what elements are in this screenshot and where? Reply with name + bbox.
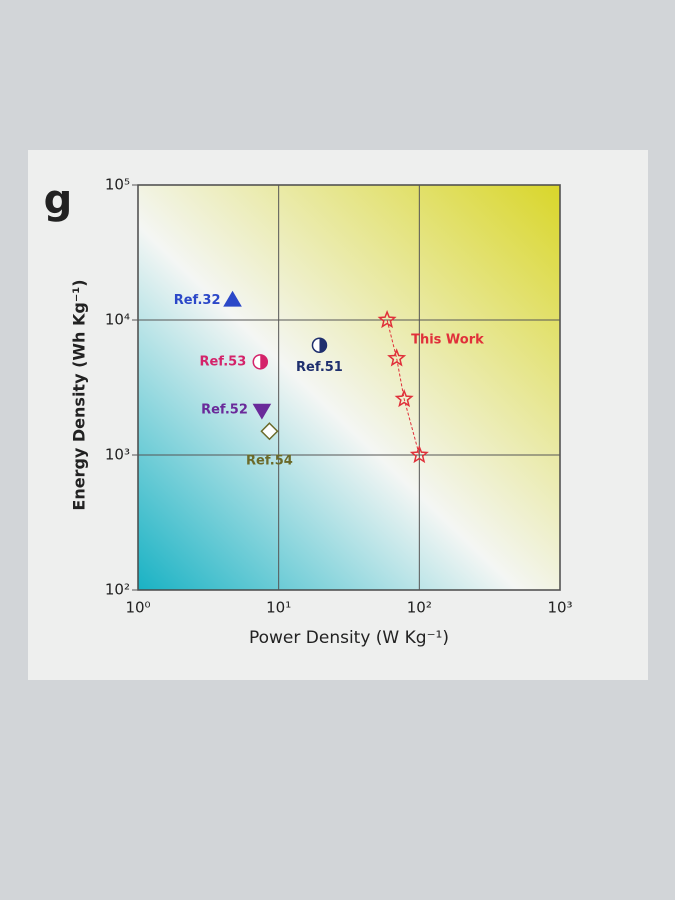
point-label: Ref.54 xyxy=(246,454,293,469)
y-axis-label: Energy Density (Wh Kg⁻¹) xyxy=(70,279,89,510)
marker xyxy=(394,388,414,408)
point-label: Ref.52 xyxy=(201,403,248,418)
x-axis-label: Power Density (W Kg⁻¹) xyxy=(249,628,449,648)
y-tick-label: 10⁵ xyxy=(105,176,130,194)
marker xyxy=(252,354,269,370)
y-tick-label: 10⁴ xyxy=(105,311,130,329)
marker xyxy=(260,422,279,441)
y-tick-label: 10³ xyxy=(105,446,130,464)
marker xyxy=(387,348,407,367)
point-label: This Work xyxy=(411,333,484,348)
marker xyxy=(377,309,397,329)
y-tick-label: 10² xyxy=(105,581,130,599)
panel-label: g xyxy=(44,177,73,223)
marker xyxy=(252,403,272,420)
marker xyxy=(223,290,242,307)
x-tick-label: 10¹ xyxy=(266,599,291,617)
marker xyxy=(409,444,429,464)
marker xyxy=(311,337,328,354)
plot-area xyxy=(137,184,561,591)
x-tick-label: 10⁰ xyxy=(125,599,150,617)
point-label: Ref.51 xyxy=(296,360,343,375)
connector-line xyxy=(386,319,420,456)
x-tick-label: 10² xyxy=(407,599,432,617)
point-label: Ref.32 xyxy=(174,293,221,308)
x-tick-label: 10³ xyxy=(547,599,572,617)
point-label: Ref.53 xyxy=(199,354,246,369)
